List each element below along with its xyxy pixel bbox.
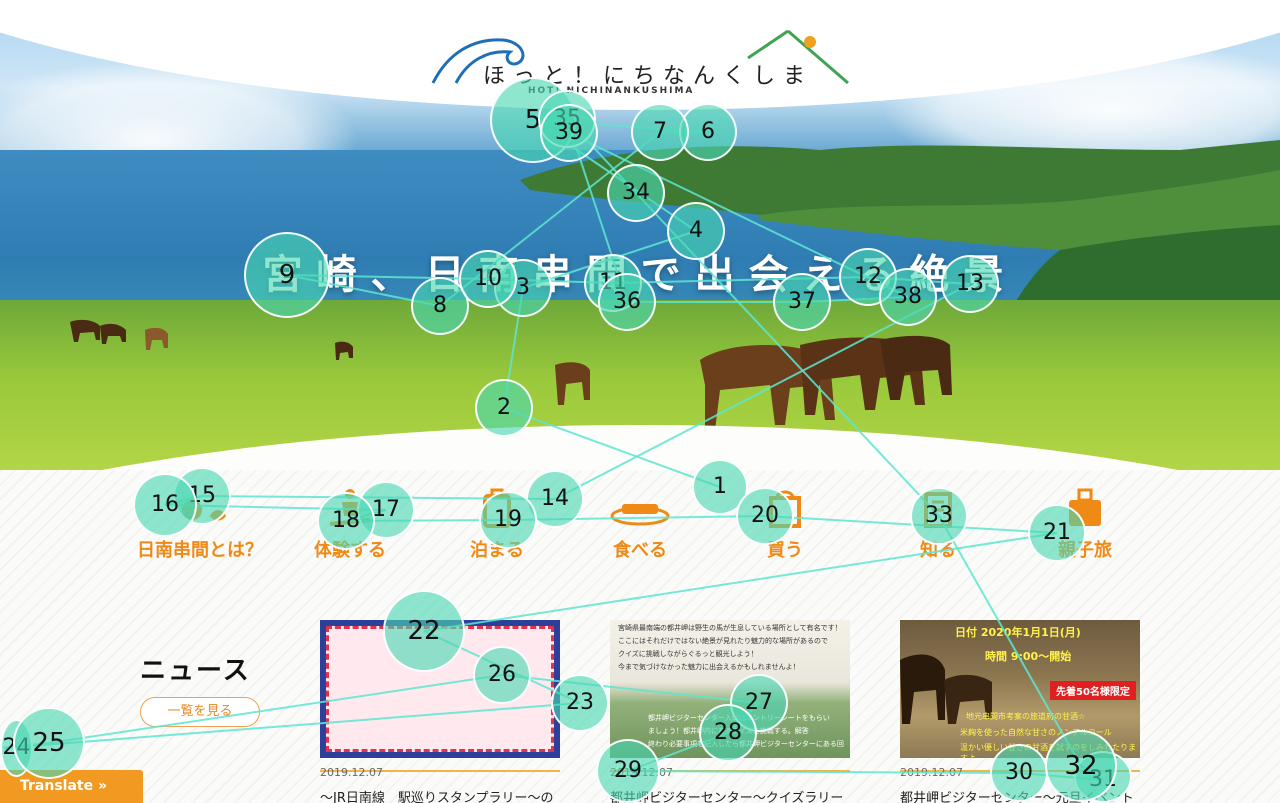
nav-label: 買う bbox=[767, 540, 803, 561]
nav-label: 泊まる bbox=[470, 540, 524, 561]
news-more-button[interactable]: 一覧を見る bbox=[140, 697, 260, 727]
stamp-rally-flyer bbox=[326, 626, 554, 752]
news-card[interactable]: 宮崎県最南端の都井岬は野生の馬が生息している場所として有名です！ ここにはそれだ… bbox=[610, 620, 850, 803]
news-title[interactable]: ～JR日南線 駅巡りスタンプラリー～の bbox=[320, 791, 554, 803]
wave-icon bbox=[431, 29, 849, 85]
event-text: 米麹を使った自然な甘さのノンアルコール bbox=[960, 728, 1112, 737]
flyer-text: 今まで気づけなかった魅力に出会えるかもしれませんよ！ bbox=[618, 663, 800, 671]
news-title[interactable]: 都井岬ビジターセンター～クイズラリー bbox=[610, 791, 844, 803]
event-date: 日付 2020年1月1日(月) bbox=[955, 626, 1081, 639]
news-date: 2019.12.07 bbox=[610, 766, 673, 779]
nav-label: 知る bbox=[920, 540, 956, 561]
nav-item-about[interactable]: 日南串間とは？ bbox=[135, 480, 265, 570]
news-card[interactable]: 2019.12.07 ～JR日南線 駅巡りスタンプラリー～の bbox=[320, 620, 560, 803]
translate-button[interactable]: Translate » bbox=[0, 770, 143, 803]
nav-label: 体験する bbox=[314, 540, 386, 561]
logo-subtitle: HOT! NICHINANKUSHIMA bbox=[528, 86, 695, 96]
event-time: 時間 9:00～開始 bbox=[985, 650, 1072, 663]
nav-label: 親子旅 bbox=[1058, 540, 1112, 561]
site-logo[interactable]: ほっと！にちなんくしま HOT! NICHINANKUSHIMA bbox=[428, 28, 858, 100]
shopping-bag-icon bbox=[769, 490, 801, 528]
flyer-text: ここにはそれだけではない絶景が見れたり魅力的な場所があるので bbox=[618, 637, 828, 645]
nav-item-eat[interactable]: 食べる bbox=[575, 480, 705, 570]
news-thumbnail[interactable] bbox=[320, 620, 560, 758]
flyer-text: ましょう！都井岬内にあるクイズに挑戦する。解答 bbox=[648, 727, 809, 735]
news-date: 2019.12.07 bbox=[320, 766, 383, 779]
flyer-text: 都井岬ビジターセンター入口にエントリーシートをもらい bbox=[648, 714, 830, 722]
sushi-icon bbox=[610, 504, 670, 526]
news-thumbnail[interactable]: 宮崎県最南端の都井岬は野生の馬が生息している場所として有名です！ ここにはそれだ… bbox=[610, 620, 850, 758]
news-card[interactable]: 日付 2020年1月1日(月) 時間 9:00～開始 先着50名様限定 地元串間… bbox=[900, 620, 1140, 803]
nav-item-buy[interactable]: 買う bbox=[720, 480, 850, 570]
nav-item-stay[interactable]: 泊まる bbox=[432, 480, 562, 570]
news-thumbnail[interactable]: 日付 2020年1月1日(月) 時間 9:00～開始 先着50名様限定 地元串間… bbox=[900, 620, 1140, 758]
nav-item-learn[interactable]: 知る bbox=[873, 480, 1003, 570]
news-heading: ニュース bbox=[140, 656, 251, 686]
nav-item-family-trip[interactable]: 親子旅 bbox=[1020, 480, 1150, 570]
flyer-text: 終わり必要事項を記入したら都井岬ビジターセンターにある回 bbox=[648, 740, 844, 748]
news-date: 2019.12.07 bbox=[900, 766, 963, 779]
sun-icon bbox=[182, 500, 226, 521]
category-nav: 日南串間とは？ 体験する 泊まる 食べる 買う bbox=[137, 480, 1140, 570]
news-title[interactable]: 都井岬ビジターセンター～元旦イベント bbox=[900, 791, 1134, 803]
nav-label: 日南串間とは？ bbox=[137, 540, 263, 561]
nav-item-experience[interactable]: 体験する bbox=[285, 480, 415, 570]
flyer-text: 宮崎県最南端の都井岬は野生の馬が生息している場所として有名です！ bbox=[618, 624, 842, 632]
card-divider bbox=[320, 770, 560, 772]
event-text: 地元串間市考案の旅道府の甘酒☆ bbox=[966, 712, 1086, 721]
limit-badge: 先着50名様限定 bbox=[1050, 681, 1136, 700]
surfer-icon bbox=[329, 489, 371, 526]
event-text: 温かい優しい甘さの甘酒を試すのをしみわたりますよ bbox=[960, 743, 1136, 758]
hero-catchcopy: 宮崎、日南串間で出会える絶景 bbox=[262, 252, 1018, 298]
luggage-icon bbox=[483, 488, 511, 528]
flyer-text: クイズに挑戦しながらぐるっと観光しよう！ bbox=[618, 650, 758, 658]
family-icon bbox=[1069, 488, 1101, 526]
book-icon bbox=[924, 492, 952, 528]
nav-label: 食べる bbox=[613, 540, 667, 561]
